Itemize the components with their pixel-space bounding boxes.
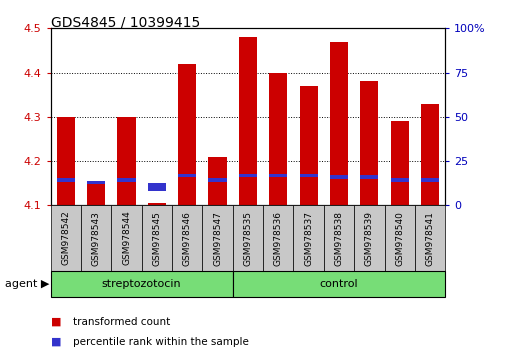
Text: GSM978542: GSM978542: [61, 211, 70, 266]
Text: GSM978536: GSM978536: [273, 211, 282, 266]
Bar: [178, 64, 196, 205]
Text: ■: ■: [50, 337, 61, 347]
Text: GDS4845 / 10399415: GDS4845 / 10399415: [50, 16, 199, 30]
Text: GSM978537: GSM978537: [304, 211, 313, 266]
Text: GSM978540: GSM978540: [394, 211, 403, 266]
Bar: [238, 174, 257, 177]
Text: GSM978538: GSM978538: [334, 211, 343, 266]
Text: percentile rank within the sample: percentile rank within the sample: [73, 337, 249, 347]
Bar: [420, 178, 438, 182]
Bar: [390, 121, 408, 205]
Bar: [57, 178, 75, 182]
Bar: [208, 156, 226, 205]
Bar: [390, 178, 408, 182]
Text: transformed count: transformed count: [73, 317, 170, 327]
Bar: [269, 73, 287, 205]
Text: GSM978547: GSM978547: [213, 211, 222, 266]
Text: GSM978546: GSM978546: [182, 211, 191, 266]
Bar: [147, 203, 166, 205]
Text: GSM978543: GSM978543: [91, 211, 100, 266]
Bar: [178, 174, 196, 177]
Text: ■: ■: [50, 317, 61, 327]
Text: control: control: [319, 279, 358, 289]
Bar: [117, 178, 135, 182]
Text: agent ▶: agent ▶: [5, 279, 49, 289]
Bar: [420, 103, 438, 205]
Bar: [117, 117, 135, 205]
Bar: [147, 183, 166, 191]
Bar: [360, 81, 378, 205]
Text: GSM978544: GSM978544: [122, 211, 131, 266]
Text: GSM978539: GSM978539: [364, 211, 373, 266]
Bar: [299, 174, 317, 177]
Bar: [87, 181, 105, 184]
Bar: [238, 37, 257, 205]
Text: streptozotocin: streptozotocin: [102, 279, 181, 289]
Bar: [329, 175, 347, 179]
Bar: [269, 174, 287, 177]
Text: GSM978541: GSM978541: [425, 211, 434, 266]
Bar: [329, 41, 347, 205]
Bar: [57, 117, 75, 205]
Bar: [208, 178, 226, 182]
Text: GSM978535: GSM978535: [243, 211, 252, 266]
Bar: [299, 86, 317, 205]
Bar: [87, 183, 105, 205]
Bar: [360, 175, 378, 179]
Text: GSM978545: GSM978545: [152, 211, 161, 266]
